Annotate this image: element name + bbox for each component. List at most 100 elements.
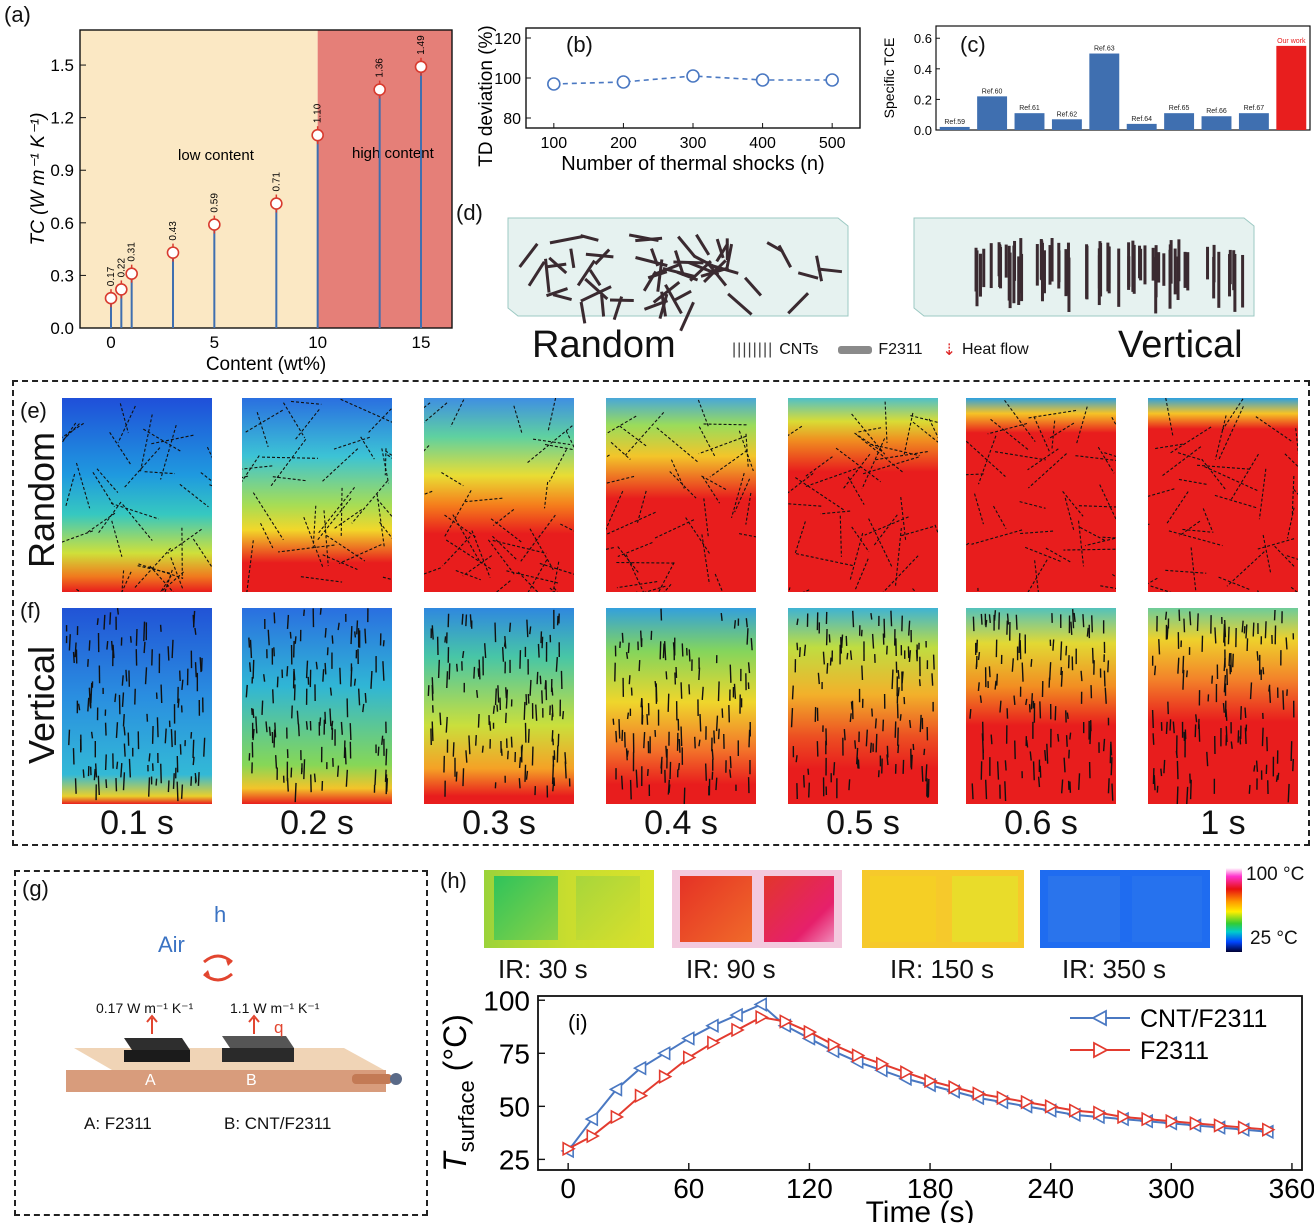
- bar: [1238, 113, 1269, 130]
- time-label: 0.6 s: [1004, 804, 1078, 842]
- bar: [977, 96, 1008, 130]
- panel-label-c: (c): [960, 32, 986, 57]
- cnts-legend-label: CNTs: [779, 341, 819, 358]
- time-label: 0.5 s: [826, 804, 900, 842]
- data-point: [414, 60, 428, 74]
- panel-label-b: (b): [566, 32, 593, 57]
- vertical-cnt-overlay: [790, 610, 935, 800]
- series-marker-1: [948, 1079, 962, 1095]
- y-tick-label-a: 0.9: [50, 161, 74, 180]
- x-tick-label-i: 0: [560, 1173, 576, 1204]
- y-tick-label-c: 0.6: [914, 31, 932, 46]
- data-point: [208, 218, 221, 231]
- data-label: 1.10: [313, 103, 324, 123]
- legend-d: |||||||| CNTs F2311 ⇣ Heat flow: [732, 340, 1029, 360]
- x-tick-label-b: 100: [540, 135, 567, 152]
- random-cnt: [777, 244, 792, 268]
- bar-label: Our work: [1277, 38, 1306, 45]
- series-marker-0: [632, 1060, 647, 1076]
- k-b-label: 1.1 W m⁻¹ K⁻¹: [230, 1000, 320, 1016]
- row-label-random-wrap: Random: [20, 430, 64, 570]
- data-point: [166, 246, 180, 259]
- series-marker-0: [729, 1007, 743, 1023]
- time-label: 0.4 s: [644, 804, 718, 842]
- vertical-box: [913, 217, 1255, 317]
- series-marker-0: [753, 997, 767, 1012]
- bar-label: Ref.62: [1057, 111, 1078, 118]
- random-cnt: [677, 235, 696, 258]
- heater-knob: [390, 1073, 402, 1085]
- bar: [1089, 53, 1120, 130]
- series-marker-1: [634, 1088, 649, 1104]
- vertical-cnt-overlay: [65, 608, 206, 802]
- high-content-region: [317, 30, 452, 328]
- y-axis-label-b: TD deviation (%): [476, 25, 497, 167]
- random-cnt-overlay: [788, 401, 938, 592]
- row-label-vertical-wrap: Vertical: [20, 620, 64, 790]
- panel-label-e: (e): [20, 398, 47, 423]
- h-label: h: [214, 902, 227, 927]
- random-cnt: [652, 281, 681, 304]
- random-cnt: [548, 256, 568, 275]
- ir-image-350s: [1040, 870, 1210, 948]
- vertical-cnt-overlay: [612, 608, 753, 804]
- random-sim-frame: [242, 398, 392, 592]
- random-title: Random: [532, 324, 676, 366]
- caption-b: B: CNT/F2311: [224, 1114, 332, 1133]
- ir-scale-max: 100 °C: [1246, 864, 1305, 885]
- heat-up-arrow-a-head: [146, 1014, 158, 1023]
- ir-sample-b: [764, 876, 834, 942]
- random-cnt: [580, 234, 599, 242]
- bar: [1164, 113, 1195, 130]
- time-label: 0.2 s: [280, 804, 354, 842]
- arrow-head-icon-2: [204, 970, 210, 976]
- series-marker-1: [1069, 1103, 1083, 1118]
- random-cnt: [569, 248, 576, 269]
- panel-label-a: (a): [4, 2, 31, 27]
- random-cnt: [725, 243, 734, 270]
- series-marker-0: [608, 1082, 623, 1097]
- sample-a-top: [124, 1038, 190, 1050]
- series-marker-1: [1093, 1105, 1107, 1121]
- data-point-b: [616, 75, 631, 89]
- x-tick-label-i: 120: [786, 1173, 833, 1204]
- sample-b-body: [222, 1048, 294, 1062]
- heat-up-arrow-b-head: [248, 1014, 260, 1023]
- ir-label-30s: IR: 30 s: [498, 954, 588, 984]
- series-marker-1: [707, 1035, 721, 1051]
- chart-i: (i) 25 50 75 100 0 60 120 180 240 300 360 Time (s) Ts…: [437, 990, 1314, 1223]
- vertical-cnt-overlay: [969, 609, 1114, 802]
- data-point: [311, 128, 324, 142]
- random-cnt: [672, 289, 692, 303]
- y-axis-label-i: Tsurface (°C): [437, 1014, 479, 1172]
- bar-label: Ref.60: [982, 88, 1003, 95]
- sample-b-label: B: [246, 1072, 257, 1089]
- ir-sample-a: [870, 876, 936, 942]
- ir-image-90s: [672, 870, 842, 948]
- bar: [939, 126, 970, 130]
- panel-label-d: (d): [456, 200, 483, 225]
- ir-label-350s: IR: 350 s: [1062, 954, 1167, 984]
- random-cnt: [576, 259, 596, 287]
- heat-setup-diagram: [66, 954, 402, 1092]
- data-point-b: [686, 69, 700, 83]
- series-marker-1: [972, 1086, 986, 1101]
- data-point: [270, 197, 283, 210]
- random-cnt-overlay: [242, 398, 392, 592]
- vertical-sim-frame: [242, 608, 392, 804]
- y-axis-label-c: Specific TCE: [881, 38, 897, 119]
- simulation-frame: [12, 380, 1310, 846]
- random-cnt-overlay: [966, 399, 1116, 592]
- ir-scale-min: 25 °C: [1250, 928, 1298, 949]
- data-label: 1.49: [416, 35, 427, 55]
- y-axis-label-a: TC (W m⁻¹ K⁻¹): [28, 113, 49, 246]
- series-marker-1: [900, 1065, 914, 1080]
- row-label-vertical: Vertical: [21, 645, 62, 765]
- vertical-sim-frame: [62, 608, 212, 804]
- series-marker-1: [562, 1141, 576, 1157]
- x-tick-label-i: 60: [673, 1173, 704, 1204]
- panel-g-frame: [14, 870, 428, 1216]
- panel-label-g: (g): [22, 876, 49, 901]
- series-marker-0: [584, 1111, 599, 1127]
- data-point: [115, 283, 128, 296]
